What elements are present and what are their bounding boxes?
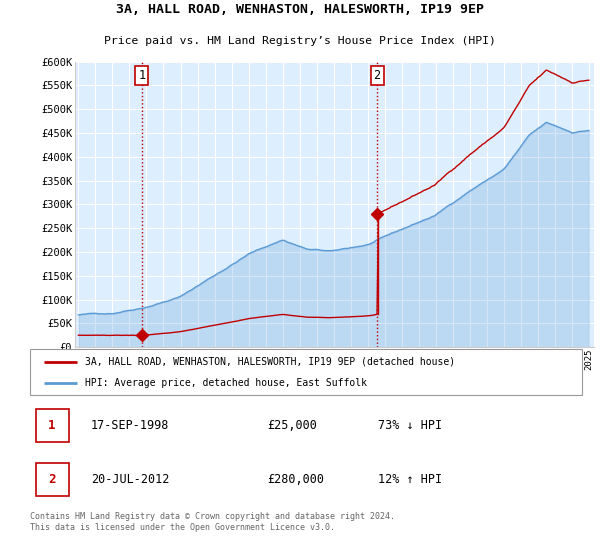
Text: £280,000: £280,000: [268, 473, 325, 486]
Text: 3A, HALL ROAD, WENHASTON, HALESWORTH, IP19 9EP (detached house): 3A, HALL ROAD, WENHASTON, HALESWORTH, IP…: [85, 357, 455, 367]
Text: 73% ↓ HPI: 73% ↓ HPI: [378, 419, 442, 432]
Text: 1: 1: [49, 419, 56, 432]
Text: Price paid vs. HM Land Registry’s House Price Index (HPI): Price paid vs. HM Land Registry’s House …: [104, 36, 496, 46]
Text: 2: 2: [49, 473, 56, 486]
Text: 2: 2: [373, 69, 380, 82]
Text: 20-JUL-2012: 20-JUL-2012: [91, 473, 169, 486]
Text: £25,000: £25,000: [268, 419, 317, 432]
Text: Contains HM Land Registry data © Crown copyright and database right 2024.
This d: Contains HM Land Registry data © Crown c…: [30, 512, 395, 531]
FancyBboxPatch shape: [35, 463, 68, 496]
Text: 1: 1: [138, 69, 145, 82]
Text: 17-SEP-1998: 17-SEP-1998: [91, 419, 169, 432]
Text: HPI: Average price, detached house, East Suffolk: HPI: Average price, detached house, East…: [85, 379, 367, 388]
FancyBboxPatch shape: [30, 349, 582, 395]
Text: 12% ↑ HPI: 12% ↑ HPI: [378, 473, 442, 486]
Text: 3A, HALL ROAD, WENHASTON, HALESWORTH, IP19 9EP: 3A, HALL ROAD, WENHASTON, HALESWORTH, IP…: [116, 3, 484, 16]
FancyBboxPatch shape: [35, 409, 68, 442]
